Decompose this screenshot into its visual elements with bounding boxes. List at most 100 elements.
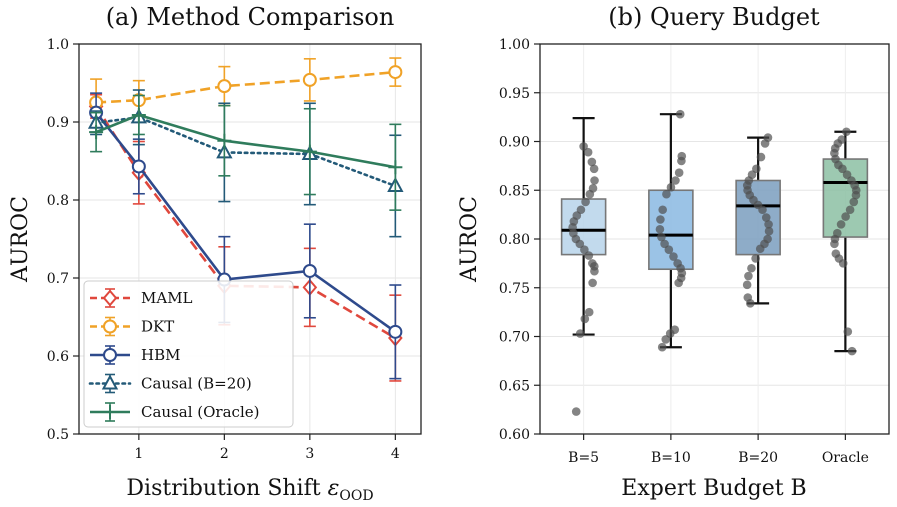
data-point	[589, 164, 599, 174]
data-point	[849, 197, 859, 207]
panel-b-ytick-label: 1.00	[499, 37, 530, 53]
data-point	[655, 224, 665, 234]
box-iqr	[735, 179, 781, 256]
legend-frame	[83, 280, 294, 428]
panel-a-xlabel-subscript: OOD	[339, 488, 373, 504]
panel-a-ytick-label: 0.6	[47, 349, 69, 365]
panel-query-budget: (b) Query Budget 0.60 0.65 0.70 0.75 0.80 0.8…	[457, 3, 890, 501]
data-point	[587, 157, 597, 167]
panel-b-xtick-label: Oracle	[822, 450, 869, 466]
data-point	[580, 245, 589, 255]
data-point	[666, 183, 676, 192]
panel-b-ytick-label: 0.85	[499, 183, 530, 199]
data-point	[388, 65, 403, 80]
data-point	[747, 263, 756, 273]
panel-b-ytick-label: 0.75	[499, 281, 530, 297]
data-point	[584, 251, 594, 260]
legend-marker	[102, 289, 118, 307]
panel-a-ticks: 0.5 0.6 0.7 0.8 0.9 1.0 1 2 3 4	[47, 37, 400, 462]
panel-b-ytick-label: 0.95	[499, 86, 530, 102]
data-point	[588, 278, 597, 288]
legend-label: MAML	[141, 289, 193, 307]
data-point	[302, 72, 317, 87]
data-point	[580, 314, 590, 324]
box-b-5	[560, 116, 607, 416]
data-point	[388, 160, 403, 175]
data-point	[581, 197, 590, 207]
data-point	[742, 280, 752, 290]
panel-a-ytick-label: 0.5	[47, 427, 69, 443]
panel-a-ytick-label: 0.7	[47, 271, 69, 287]
panel-a-xtick-label: 1	[134, 446, 143, 462]
data-point	[217, 133, 232, 148]
panel-a-xtick-label: 4	[391, 446, 400, 462]
panel-method-comparison: (a) Method Comparison 0.5 0.6 0.7 0.8 0.9 1.0…	[8, 3, 422, 504]
data-point	[89, 125, 104, 140]
data-point	[584, 307, 594, 317]
data-point	[841, 212, 850, 221]
data-point	[838, 259, 848, 268]
panel-b-ytick-label: 0.60	[499, 427, 530, 443]
panel-a-xlabel: Distribution Shift εOOD	[126, 476, 373, 504]
legend-marker	[103, 319, 117, 334]
legend-label: DKT	[141, 318, 174, 336]
series-causal-oracle	[89, 94, 403, 211]
data-point	[665, 329, 675, 338]
panel-b-ylabel: AUROC	[457, 196, 482, 283]
data-point	[838, 164, 847, 174]
data-point	[302, 263, 317, 278]
box-b-20	[735, 133, 781, 308]
panel-b-ytick-label: 0.70	[499, 330, 530, 346]
legend-item-dkt: DKT	[90, 316, 174, 337]
panel-a-xtick-label: 2	[220, 446, 229, 462]
data-point	[744, 271, 753, 281]
data-point	[656, 215, 665, 224]
data-point	[764, 226, 774, 236]
panel-a-ytick-label: 0.9	[47, 115, 69, 131]
data-point	[851, 190, 861, 200]
data-point	[131, 159, 146, 174]
data-point	[662, 189, 671, 199]
data-point	[669, 252, 678, 261]
box-oracle	[822, 127, 869, 356]
data-point	[585, 189, 595, 199]
data-point	[657, 342, 667, 352]
legend-item-causal-b-20: Causal (B=20)	[88, 373, 252, 394]
data-point	[658, 205, 667, 215]
data-point	[764, 220, 773, 229]
legend-marker	[103, 405, 117, 419]
legend-marker	[101, 374, 119, 390]
legend-label: HBM	[141, 346, 180, 364]
panel-a-series	[87, 57, 404, 382]
panel-b-ytick-label: 0.80	[499, 232, 530, 248]
legend-item-hbm: HBM	[90, 345, 180, 365]
data-point	[664, 245, 674, 255]
data-point	[671, 176, 680, 185]
data-point	[657, 232, 666, 242]
data-point	[845, 205, 855, 215]
panel-a-xlabel-text: Distribution Shift	[126, 476, 327, 501]
data-point	[847, 346, 857, 356]
data-point	[575, 329, 585, 338]
data-point	[590, 266, 599, 276]
panel-a-ytick-label: 1.0	[47, 37, 69, 53]
data-point	[745, 299, 755, 308]
data-point	[579, 142, 588, 151]
data-point	[674, 278, 683, 288]
data-point	[677, 156, 686, 166]
panel-a-title: (a) Method Comparison	[106, 3, 395, 31]
panel-b-xtick-label: B=20	[738, 450, 778, 466]
panel-a-ylabel: AUROC	[8, 196, 33, 283]
panel-b-ytick-label: 0.65	[499, 378, 530, 394]
panel-a-xlabel-symbol: ε	[328, 476, 340, 501]
data-point	[571, 407, 581, 416]
data-point	[756, 152, 766, 162]
data-point	[217, 79, 232, 94]
data-point	[302, 144, 317, 159]
data-point	[836, 220, 846, 229]
data-point	[843, 327, 853, 336]
data-point	[842, 127, 851, 137]
legend-label: Causal (Oracle)	[141, 403, 259, 421]
panel-b-title: (b) Query Budget	[608, 3, 820, 31]
